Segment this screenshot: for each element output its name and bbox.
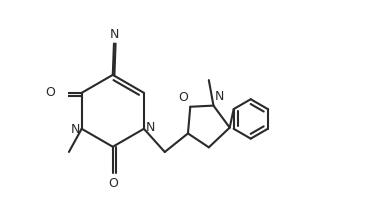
Text: N: N bbox=[71, 123, 80, 136]
Text: O: O bbox=[179, 91, 188, 104]
Text: O: O bbox=[108, 177, 118, 190]
Text: N: N bbox=[146, 121, 155, 134]
Text: N: N bbox=[215, 90, 224, 103]
Text: N: N bbox=[110, 28, 119, 41]
Text: O: O bbox=[46, 86, 55, 99]
